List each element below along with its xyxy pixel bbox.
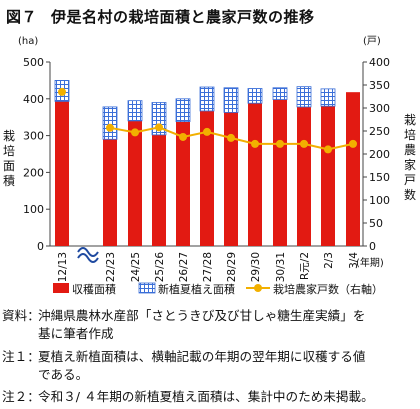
harvest-area-bar [224,112,238,246]
farm-count-point [349,139,357,148]
left-tick-label: 300 [23,130,44,143]
right-tick-label: 100 [369,194,390,207]
note-text: 基に筆者作成 [38,326,114,341]
right-tick-label: 0 [369,240,376,253]
legend-farms-label: 栽培農家戸数（右軸） [273,282,383,296]
new-planting-bar [102,106,118,140]
right-axis-unit: (戸) [363,35,381,47]
right-axis-label: 栽培農家戸数 [404,113,416,202]
farm-count-point [227,133,235,142]
x-axis-unit: (年期) [356,256,384,269]
new-planting-bar [320,88,336,107]
note-block: 注２： 令和３/ ４年期の新植夏植え面積は、集計中のため未掲載。 [2,388,374,406]
farm-count-point [324,145,332,154]
x-tick-label: 27/28 [202,252,214,282]
axis-break-mark [77,253,99,263]
legend-planting-label: 新植夏植え面積 [158,282,235,296]
note-text: 沖縄県農林水産部「さとうきび及び甘しゃ糖生産実績」を [38,308,366,323]
note-text: 令和３/ ４年期の新植夏植え面積は、集計中のため未掲載。 [38,389,374,404]
right-tick-label: 250 [369,125,390,138]
farm-count-point [131,128,139,137]
new-planting-bar [175,98,191,123]
plot-area: 0 100 200 300 400 500 0 50 100 150 200 250 300 350 400… [3,35,416,296]
harvest-area-bar [55,101,69,246]
note-block: 注１： 夏植え新植面積は、横軸記載の年期の翌年期に収穫する値 である。 [2,348,365,384]
figure-title-text: 伊是名村の栽培面積と農家戸数の推移 [51,8,315,26]
x-tick-label: H12/13 [57,252,69,290]
x-tick-label: R元/2 [299,252,311,280]
harvest-area-bar [273,99,287,246]
farm-count-point [106,123,114,132]
left-tick-label: 200 [23,166,44,179]
x-tick-label: 2/3 [323,252,335,269]
right-tick-label: 50 [369,217,383,230]
right-tick-label: 350 [369,79,390,92]
farm-count-point [58,87,66,96]
left-axis-label: 栽培面積 [3,129,15,188]
harvest-area-bar [248,103,262,246]
figure-number: 図７ [6,8,38,26]
harvest-area-bar [297,106,311,246]
new-planting-bar [127,100,143,122]
x-tick-label: 25/26 [154,252,166,283]
harvest-area-bar [176,121,190,246]
note-label: 注２： [2,389,40,404]
legend-harvest-swatch [53,283,69,293]
note-text: である。 [38,367,89,382]
left-tick-label: 0 [37,240,44,253]
x-tick-label: 30/31 [275,252,287,282]
farm-count-point [251,139,259,148]
left-tick-label: 100 [23,203,44,216]
legend-harvest-label: 収穫面積 [72,282,116,296]
harvest-area-bar [103,139,117,246]
x-tick-label: 24/25 [130,252,142,282]
x-tick-label: 22/23 [105,252,117,282]
farm-count-point [276,139,284,148]
x-tick-label: 3/4 [348,252,360,269]
left-axis-unit: (ha) [18,36,38,47]
right-tick-label: 300 [369,102,390,115]
left-tick-label: 400 [23,93,44,106]
new-planting-bar [272,87,288,100]
note-text: 夏植え新植面積は、横軸記載の年期の翌年期に収穫する値 [38,349,366,364]
note-label: 資料： [2,308,40,323]
legend-planting-swatch [138,282,156,294]
axis-break-mark [77,247,99,257]
right-tick-label: 400 [369,56,390,69]
farm-count-point [300,139,308,148]
left-tick-label: 500 [23,56,44,69]
farm-count-point [203,127,211,136]
harvest-area-bar [346,92,360,247]
chart-title: 図７ 伊是名村の栽培面積と農家戸数の推移 [6,6,315,27]
legend-farms-marker [254,284,262,292]
harvest-area-bar [128,120,142,246]
new-planting-bar [199,86,215,112]
farm-count-point [179,132,187,141]
harvest-area-bar [200,110,214,246]
note-label: 注１： [2,349,40,364]
farm-count-point [155,123,163,132]
right-tick-label: 150 [369,171,390,184]
new-planting-bar [223,87,239,113]
right-tick-label: 200 [369,148,390,161]
harvest-area-bar [152,134,166,246]
x-tick-label: 29/30 [250,252,262,282]
chart: 0 100 200 300 400 500 0 50 100 150 200 250 300 350 400… [3,35,416,296]
x-tick-label: 26/27 [178,252,190,282]
x-tick-label: 28/29 [226,252,238,282]
harvest-area-bar [321,106,335,246]
new-planting-bar [247,88,263,104]
note-block: 資料： 沖縄県農林水産部「さとうきび及び甘しゃ糖生産実績」を 基に筆者作成 [2,307,365,343]
new-planting-bar [296,86,312,108]
